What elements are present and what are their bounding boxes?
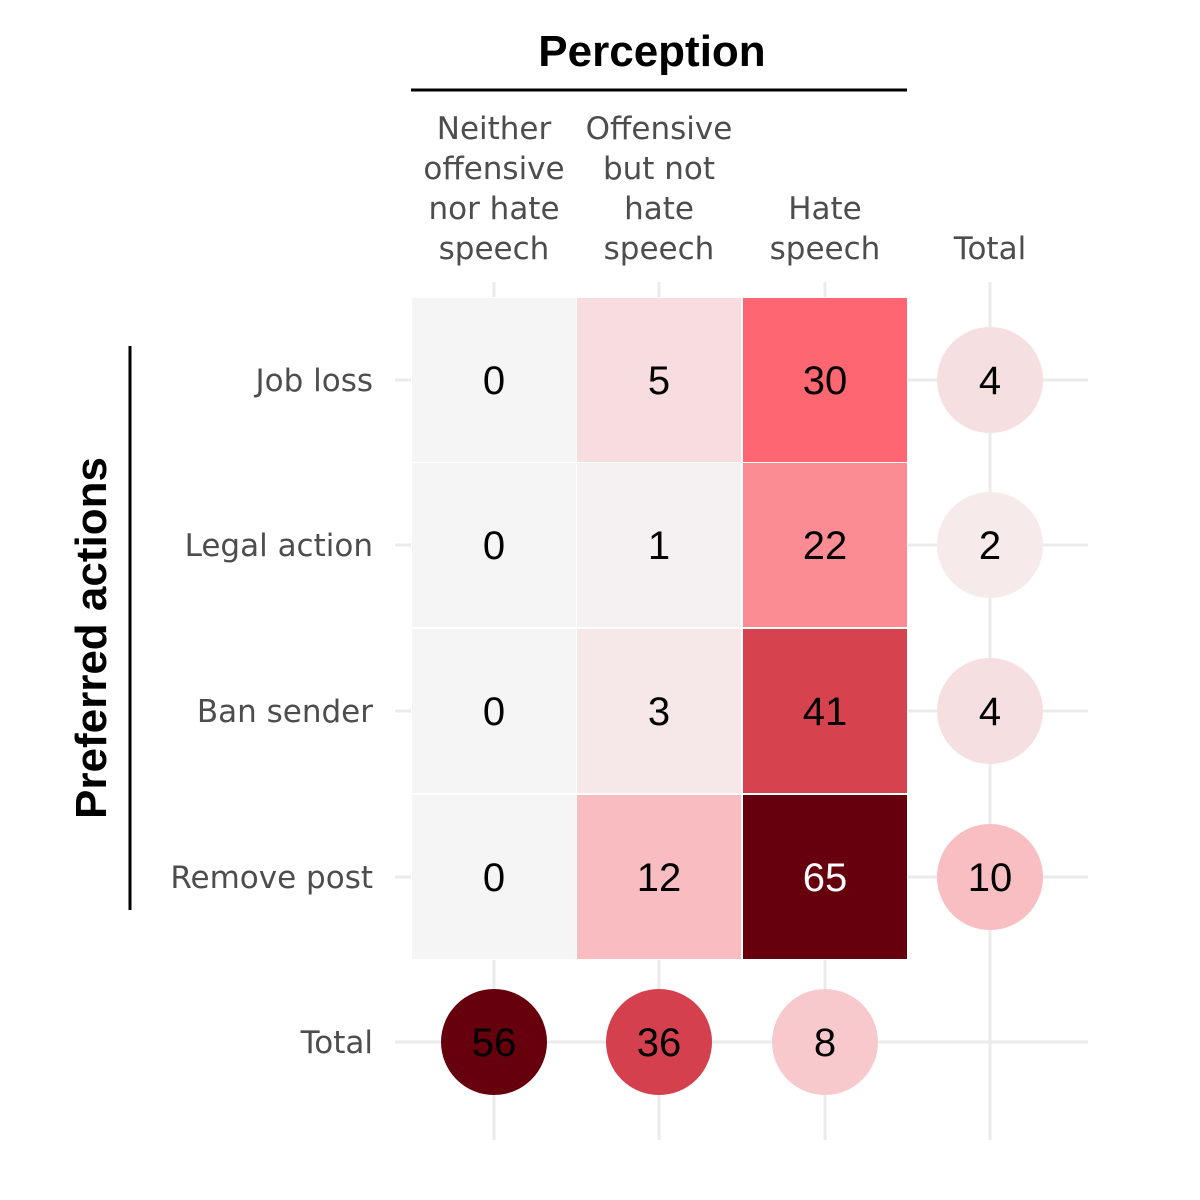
total-value-label: 4 [979,690,1001,734]
column-label-total: Total [953,231,1026,267]
total-circle [937,658,1043,764]
heatmap-cell [742,462,908,628]
heatmap-cells: 0 5 30 0 1 22 0 3 41 0 12 65 [411,297,908,960]
cell-value-label: 1 [648,524,670,568]
total-value-label: 2 [979,524,1001,568]
heatmap-cell [742,628,908,794]
total-circle [441,989,547,1095]
row-label: Job loss [253,363,373,399]
total-circle [772,989,878,1095]
total-value-label: 8 [814,1021,836,1065]
row-label: Legal action [185,528,373,564]
column-label: Neither offensive nor hate speech [423,111,564,267]
total-circle [937,492,1043,598]
cell-value-label: 0 [483,524,505,568]
column-label: Hate speech [770,191,881,267]
cell-value-label: 41 [803,690,848,734]
row-label: Ban sender [197,694,373,730]
total-circle [937,327,1043,433]
heatmap-cell [411,462,577,628]
cell-value-label: 12 [637,856,682,900]
heatmap-cell [576,462,742,628]
cell-value-label: 30 [803,359,848,403]
cell-value-label: 0 [483,359,505,403]
total-value-label: 10 [968,856,1013,900]
total-circle [937,824,1043,930]
cell-value-label: 22 [803,524,848,568]
heatmap-cell [742,794,908,960]
heatmap-cell [411,628,577,794]
total-value-label: 36 [637,1021,682,1065]
cell-value-label: 3 [648,690,670,734]
total-value-label: 56 [472,1021,517,1065]
y-axis-title: Preferred actions [67,457,116,819]
heatmap-cell [576,794,742,960]
heatmap-cell [576,628,742,794]
row-label: Remove post [170,860,373,896]
cell-value-label: 5 [648,359,670,403]
row-label-total: Total [300,1025,373,1061]
total-circle [606,989,712,1095]
row-labels: Job loss Legal action Ban sender Remove pos… [170,363,373,1061]
cell-value-label: 0 [483,690,505,734]
cell-value-label: 0 [483,856,505,900]
heatmap-cell [411,794,577,960]
chart-title: Perception [538,27,765,76]
total-value-label: 4 [979,359,1001,403]
column-label: Offensive but not hate speech [586,111,733,267]
cell-value-label: 65 [803,856,848,900]
